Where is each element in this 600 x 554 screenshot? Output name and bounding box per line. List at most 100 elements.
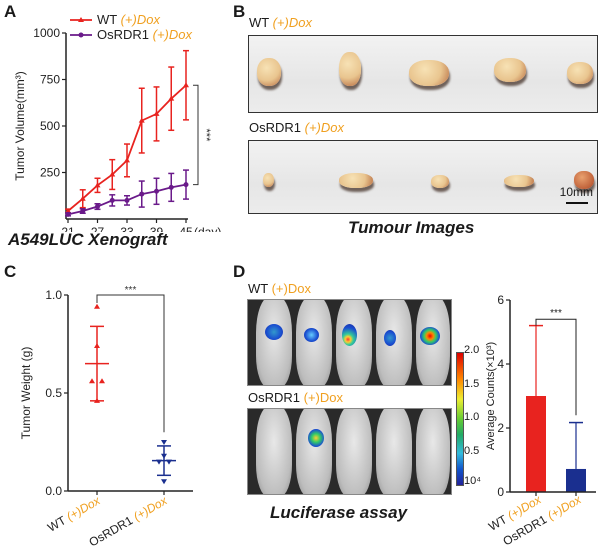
tumor-sample [574,171,594,189]
tumor-volume-line-chart: 250 500 750 1000 21 27 33 39 45 (day) Tumor Volume… [13,12,221,232]
y-tick-label: 1000 [33,26,60,40]
dox-label: (+)Dox [271,281,311,296]
tumor-sample [339,52,361,86]
x-tick-label: 33 [120,225,134,232]
x-category-label: WT (+)Dox [45,493,103,535]
colorbar-tick: 2.0 [464,344,480,356]
tumor-sample [263,173,274,187]
y-tick-label: 2 [497,421,504,435]
bar-osrdr1 [566,468,586,492]
tumor-sample [567,62,593,84]
significance-bracket [96,294,165,433]
dox-label: (+)Dox [304,120,344,135]
y-tick-label: 6 [497,293,504,307]
panel-b-caption: Tumour Images [348,218,475,237]
dox-label: (+)Dox [303,390,343,405]
y-axis-label: Tumor Weight (g) [19,347,33,440]
significance-bracket [535,318,577,416]
mouse [296,300,332,385]
luminescence-signal [384,330,396,346]
data-point [109,197,115,203]
scale-bar-label: 10mm [559,185,593,199]
colorbar [456,352,464,486]
y-tick-label: 0 [497,485,504,499]
mouse [296,409,332,494]
luminescence-signal [304,328,319,342]
data-point [95,204,100,210]
colorbar-tick: 1.5 [464,378,480,390]
y-tick-label: 0.5 [45,386,62,400]
panel-d-caption: Luciferase assay [270,503,408,522]
tumor-sample [339,173,373,188]
data-point [161,440,167,445]
significance-label: *** [200,129,212,143]
significance-label: *** [550,308,562,319]
y-axis-label: Average Counts(×10³) [485,342,497,450]
data-point [124,157,130,163]
luminescence-signal [265,324,283,340]
data-point [138,117,145,123]
dox-label: (+)Dox [272,15,312,30]
tumor-sample [504,175,534,187]
legend-marker [78,17,84,22]
legend-series-name: WT [97,12,121,27]
data-point [79,195,86,201]
panel-letter-c: C [4,262,17,281]
category-name: OsRDR1 [87,512,138,550]
y-tick-label: 750 [40,73,60,87]
data-point [94,303,100,309]
data-point [168,184,174,190]
mice-row-label-osrdr1: OsRDR1 (+)Dox [248,390,343,405]
luciferase-image-wt [247,299,452,386]
y-tick-label: 4 [497,357,504,371]
data-point [99,378,105,384]
tumor-weight-scatter-chart: 0.0 0.5 1.0 Tumor Weight (g) WT (+)DoxOsRDR1… [19,285,193,550]
data-point [168,95,175,101]
significance-label: *** [125,285,137,296]
legend-dox: (+)Dox [121,12,161,27]
data-point [65,208,71,214]
x-tick-label: 39 [150,225,164,232]
row-label-text: OsRDR1 [249,120,305,135]
data-point [154,188,159,194]
mouse [256,409,292,494]
significance-bracket [193,84,199,186]
mouse [256,300,292,385]
row-label-text: WT [249,15,273,30]
legend-label: WT (+)Dox [97,12,160,27]
y-axis-label: Tumor Volume(mm³) [13,71,27,181]
panel-letter-a: A [4,2,17,21]
row-label-text: WT [248,281,272,296]
tumor-photo-wt [248,35,598,113]
category-dox: (+)Dox [131,493,170,524]
data-point [161,479,167,485]
legend-series-name: OsRDR1 [97,27,153,42]
data-point [139,191,145,197]
data-point [94,182,101,188]
y-tick-label: 500 [40,119,60,133]
mouse [376,409,412,494]
row-label-text: OsRDR1 [248,390,304,405]
mouse [336,409,372,494]
category-dox: (+)Dox [545,492,584,523]
colorbar-tick: 0.5 [464,445,480,457]
x-tick-label: 21 [61,225,75,232]
legend-label: OsRDR1 (+)Dox [97,27,192,42]
panel-letter-d: D [233,262,246,281]
luminescence-signal [342,324,357,346]
x-axis-unit-label: (day) [194,225,221,232]
tumor-photo-osrdr1: 10mm [248,140,598,214]
mouse [416,409,450,494]
bar-wt [526,396,546,492]
tumor-sample [431,175,449,188]
colorbar-tick: 10⁴ [464,475,481,487]
luminescence-signal [420,327,440,345]
data-point [183,82,189,88]
tumor-sample [494,58,526,82]
x-tick-label: 45 [179,225,193,232]
tumor-row-label-osrdr1: OsRDR1 (+)Dox [249,120,344,135]
y-tick-label: 1.0 [45,288,62,302]
legend-marker [78,32,84,38]
panel-a-caption: A549LUC Xenograft [8,230,168,249]
